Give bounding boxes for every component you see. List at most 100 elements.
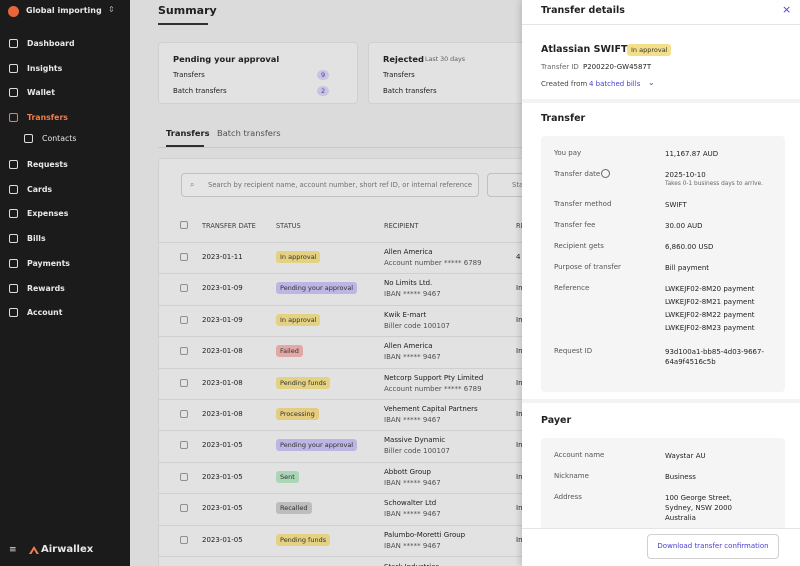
transfer-id: P200220-GW4587T	[583, 63, 652, 71]
checkbox[interactable]	[180, 253, 188, 261]
checkbox[interactable]	[180, 284, 188, 293]
column-header: RECIPIENT	[384, 222, 419, 230]
reference: In	[516, 378, 522, 387]
nav-item[interactable]: Wallet	[27, 88, 55, 97]
nav-item[interactable]: Expenses	[27, 209, 69, 218]
nav-item[interactable]: Contacts	[42, 134, 77, 143]
card-row-label[interactable]: Batch transfers	[173, 87, 227, 95]
tab[interactable]: Batch transfers	[217, 128, 281, 138]
card-row-label[interactable]: Transfers	[173, 71, 205, 79]
close-button[interactable]: ×	[782, 3, 792, 16]
recipient-name: Palumbo-Moretti Group	[384, 530, 466, 539]
transfer-date: 2023-01-08	[202, 410, 243, 418]
transfer-date: 2023-01-08	[202, 378, 243, 387]
created-link[interactable]: 4 batched bills	[589, 80, 641, 88]
checkbox[interactable]	[180, 441, 188, 450]
title-underline	[158, 23, 208, 25]
transfer-date: 2023-01-05	[202, 535, 243, 544]
search-icon: ⌕	[190, 180, 195, 189]
checkbox[interactable]	[180, 347, 188, 356]
nav-item[interactable]: Cards	[27, 185, 53, 194]
detail-value: 6,860.00 USD	[665, 243, 714, 251]
nav-item[interactable]: Dashboard	[27, 39, 75, 48]
detail-label: Account name	[554, 451, 605, 459]
reference: In	[516, 535, 522, 544]
transfer-date: 2023-01-11	[202, 253, 243, 261]
recipient-detail: Biller code 100107	[384, 321, 450, 330]
card-row-label[interactable]: Batch transfers	[383, 87, 437, 95]
detail-value: Australia	[665, 514, 696, 522]
transfer-date: 2023-01-05	[202, 472, 243, 481]
reference: In	[516, 410, 522, 418]
details-panel: Transfer details × Atlassian SWIFT In appro…	[522, 0, 800, 566]
overlay	[130, 0, 522, 566]
download-button[interactable]: Download transfer confirmation	[647, 534, 779, 559]
detail-value: SWIFT	[665, 201, 687, 209]
checkbox[interactable]	[180, 535, 188, 544]
reference: In	[516, 284, 522, 293]
checkbox[interactable]	[180, 315, 188, 324]
row-divider	[159, 430, 522, 432]
detail-value: Sydney, NSW 2000	[665, 504, 733, 512]
transfer-date: 2023-01-09	[202, 315, 243, 324]
recipient-detail: Account number ***** 6789	[384, 259, 482, 267]
status-badge: Processing	[276, 408, 319, 420]
recipient-name: Vehement Capital Partners	[384, 405, 478, 413]
nav-icon	[9, 88, 18, 97]
nav-icon	[9, 259, 18, 268]
card-row-count[interactable]: 9	[317, 70, 330, 80]
reference: 4	[516, 253, 521, 261]
nav-icon	[9, 234, 18, 243]
created-label: Created from	[541, 80, 588, 88]
status-badge: Pending funds	[276, 376, 331, 389]
detail-value: 93d100a1-bb85-4d03-9667-64a9f4516c5b	[665, 348, 764, 366]
table-card: ⌕ Search by recipient name, account numbe…	[158, 158, 522, 566]
nav-item[interactable]: Account	[27, 308, 63, 317]
section-title: Payer	[541, 415, 572, 426]
row-divider	[159, 399, 522, 400]
reference: In	[516, 347, 522, 356]
recipient-detail: IBAN ***** 9467	[384, 290, 441, 299]
detail-label: You pay	[554, 149, 582, 157]
checkbox[interactable]	[180, 472, 188, 481]
nav-item[interactable]: Transfers	[27, 113, 68, 122]
nav-item[interactable]: Requests	[27, 160, 68, 169]
status-badge: Recalled	[276, 502, 312, 515]
nav-item[interactable]: Bills	[27, 234, 46, 243]
nav-icon	[9, 113, 18, 122]
nav-item[interactable]: Insights	[27, 64, 63, 73]
panel-title: Transfer details	[541, 5, 625, 16]
card-row-count[interactable]: 2	[317, 86, 330, 96]
detail-label: Transfer method	[554, 200, 612, 208]
status-filter[interactable]: Sta	[487, 173, 522, 197]
checkbox[interactable]	[180, 378, 188, 387]
checkbox[interactable]	[180, 410, 188, 418]
nav-item[interactable]: Rewards	[27, 284, 65, 293]
filter-label: Sta	[512, 181, 522, 189]
transfer-date: 2023-01-05	[202, 504, 243, 513]
detail-label: Address	[554, 493, 582, 501]
recipient-name: Stark Industries	[384, 563, 439, 566]
card-row-label[interactable]: Transfers	[383, 71, 415, 79]
detail-value: Bill payment	[665, 264, 710, 272]
summary-card: Rejected Last 30 days Transfers Batch trans…	[368, 42, 522, 104]
detail-value: Business	[665, 473, 696, 481]
nav-item[interactable]: Payments	[27, 259, 70, 268]
column-header: STATUS	[276, 222, 301, 230]
footer: Download transfer confirmation	[522, 528, 800, 566]
tab[interactable]: Transfers	[166, 128, 210, 138]
org-name[interactable]: Global importing	[26, 6, 102, 15]
checkbox[interactable]	[180, 221, 188, 229]
tabs-divider	[158, 147, 522, 148]
status-badge: Pending your approval	[276, 282, 358, 295]
column-header: RE	[516, 222, 522, 230]
transfer-name: Atlassian SWIFT	[541, 44, 628, 55]
status-badge: Sent	[276, 470, 299, 483]
search-box[interactable]: ⌕ Search by recipient name, account numbe…	[181, 173, 479, 197]
checkbox[interactable]	[180, 504, 188, 513]
recipient-detail: Account number ***** 6789	[384, 384, 482, 393]
expand-icon[interactable]: ⌄	[648, 78, 655, 87]
row-divider	[159, 273, 522, 275]
row-divider	[159, 493, 522, 495]
